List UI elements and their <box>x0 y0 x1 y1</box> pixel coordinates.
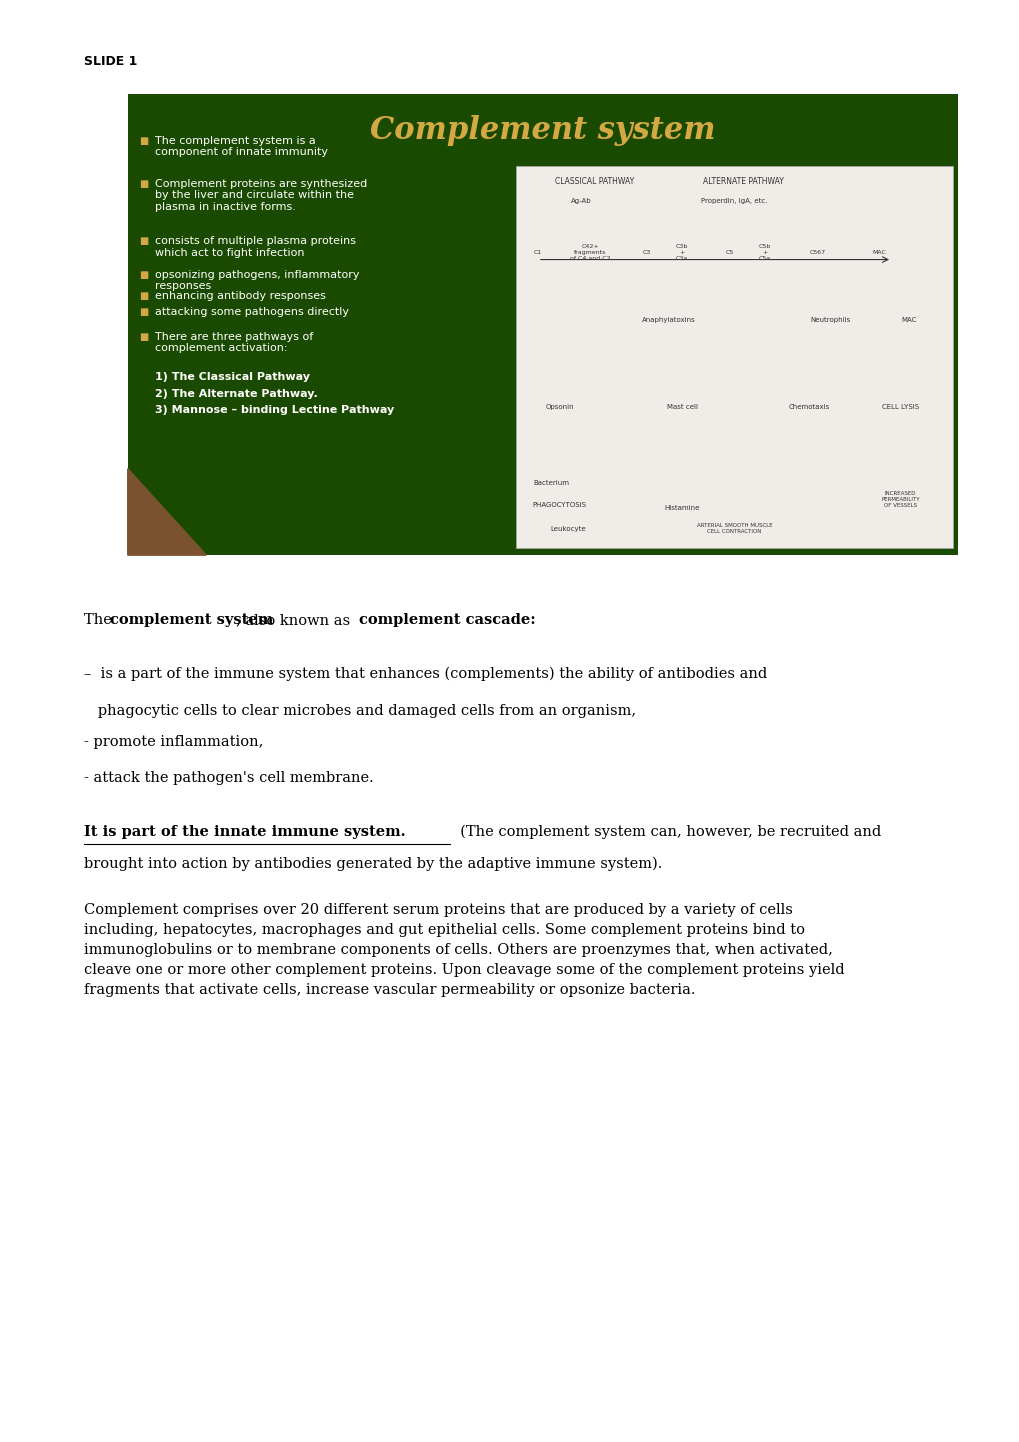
Text: ■: ■ <box>140 179 149 189</box>
Text: It is part of the innate immune system.: It is part of the innate immune system. <box>84 825 405 839</box>
Text: Opsonin: Opsonin <box>545 404 574 410</box>
Text: C3b
+
C3a: C3b + C3a <box>676 244 688 261</box>
Text: , also known as: , also known as <box>235 613 355 627</box>
Text: ■: ■ <box>140 236 149 247</box>
Text: - attack the pathogen's cell membrane.: - attack the pathogen's cell membrane. <box>84 771 373 786</box>
Text: consists of multiple plasma proteins
which act to fight infection: consists of multiple plasma proteins whi… <box>155 236 356 258</box>
Text: Properdin, IgA, etc.: Properdin, IgA, etc. <box>701 198 767 203</box>
Text: ALTERNATE PATHWAY: ALTERNATE PATHWAY <box>702 177 783 186</box>
Text: attacking some pathogens directly: attacking some pathogens directly <box>155 307 348 317</box>
Text: Ag-Ab: Ag-Ab <box>571 198 591 203</box>
Text: CLASSICAL PATHWAY: CLASSICAL PATHWAY <box>554 177 634 186</box>
Text: opsonizing pathogens, inflammatory
responses: opsonizing pathogens, inflammatory respo… <box>155 270 360 291</box>
Text: 1) The Classical Pathway: 1) The Classical Pathway <box>155 372 310 382</box>
Text: C5b
+
C5a: C5b + C5a <box>758 244 770 261</box>
Text: Anaphylatoxins: Anaphylatoxins <box>641 317 695 323</box>
Text: Mast cell: Mast cell <box>666 404 697 410</box>
Text: MAC: MAC <box>871 249 884 255</box>
Text: C5: C5 <box>726 249 734 255</box>
Text: C1: C1 <box>533 249 541 255</box>
Text: ARTERIAL SMOOTH MUSCLE
CELL CONTRACTION: ARTERIAL SMOOTH MUSCLE CELL CONTRACTION <box>696 523 771 534</box>
Text: The: The <box>84 613 116 627</box>
Text: C42+
fragments
of C4 and C2: C42+ fragments of C4 and C2 <box>570 244 610 261</box>
Text: There are three pathways of
complement activation:: There are three pathways of complement a… <box>155 332 313 353</box>
Text: PHAGOCYTOSIS: PHAGOCYTOSIS <box>532 502 586 508</box>
Text: enhancing antibody responses: enhancing antibody responses <box>155 291 326 301</box>
Text: INCREASED
PERMEABILITY
OF VESSELS: INCREASED PERMEABILITY OF VESSELS <box>880 490 919 508</box>
Text: MAC: MAC <box>901 317 916 323</box>
Text: C567: C567 <box>809 249 825 255</box>
Text: brought into action by antibodies generated by the adaptive immune system).: brought into action by antibodies genera… <box>84 857 661 871</box>
FancyBboxPatch shape <box>127 94 957 555</box>
Text: ■: ■ <box>140 291 149 301</box>
Text: The complement system is a
component of innate immunity: The complement system is a component of … <box>155 136 328 157</box>
Text: SLIDE 1: SLIDE 1 <box>84 55 137 68</box>
Text: Bacterium: Bacterium <box>532 480 569 486</box>
Text: Leukocyte: Leukocyte <box>550 526 586 532</box>
Text: (The complement system can, however, be recruited and: (The complement system can, however, be … <box>450 825 880 839</box>
Text: 2) The Alternate Pathway.: 2) The Alternate Pathway. <box>155 389 318 399</box>
Text: C3: C3 <box>642 249 651 255</box>
Text: Complement system: Complement system <box>370 115 715 146</box>
Text: –  is a part of the immune system that enhances (complements) the ability of ant: – is a part of the immune system that en… <box>84 666 766 681</box>
Text: Chemotaxis: Chemotaxis <box>788 404 828 410</box>
Text: - promote inflammation,: - promote inflammation, <box>84 735 263 750</box>
Text: Complement comprises over 20 different serum proteins that are produced by a var: Complement comprises over 20 different s… <box>84 903 844 996</box>
FancyBboxPatch shape <box>516 166 953 548</box>
Text: ■: ■ <box>140 136 149 146</box>
Text: Neutrophils: Neutrophils <box>810 317 850 323</box>
Text: ■: ■ <box>140 270 149 280</box>
Text: CELL LYSIS: CELL LYSIS <box>881 404 918 410</box>
Text: ■: ■ <box>140 307 149 317</box>
Text: phagocytic cells to clear microbes and damaged cells from an organism,: phagocytic cells to clear microbes and d… <box>84 704 635 718</box>
Text: ■: ■ <box>140 332 149 342</box>
Text: Histamine: Histamine <box>663 505 699 510</box>
Text: complement system: complement system <box>110 613 273 627</box>
Text: complement cascade:: complement cascade: <box>359 613 535 627</box>
Text: Complement proteins are synthesized
by the liver and circulate within the
plasma: Complement proteins are synthesized by t… <box>155 179 367 212</box>
Text: 3) Mannose – binding Lectine Pathway: 3) Mannose – binding Lectine Pathway <box>155 405 394 415</box>
Polygon shape <box>127 469 206 555</box>
